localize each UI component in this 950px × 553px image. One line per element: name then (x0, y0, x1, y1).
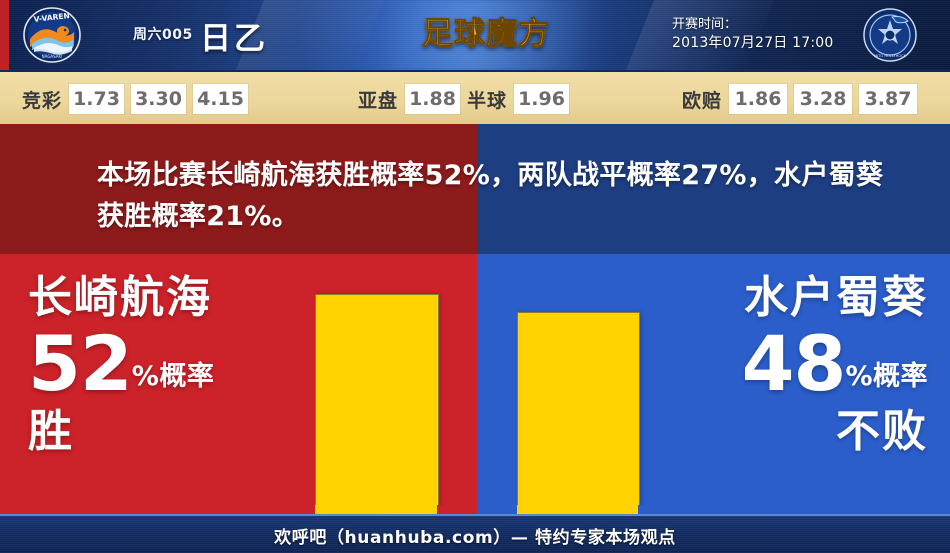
header-bar (0, 0, 950, 70)
footer-text: 欢呼吧（huanhuba.com）— 特约专家本场观点 (274, 528, 676, 548)
home-verdict: 胜 (28, 405, 74, 457)
brand-logo-text: 足球魔方 (422, 15, 550, 52)
odds-group-jingcai: 竞彩 1.73 3.30 4.15 (22, 72, 249, 126)
probability-bar-away (517, 312, 640, 507)
away-probability-row: 48 %概率 (672, 319, 928, 408)
odds-value-euro-home[interactable]: 1.86 (729, 84, 788, 114)
footer-bar: 欢呼吧（huanhuba.com）— 特约专家本场观点 (0, 514, 950, 553)
away-team-name: 水户蜀葵 (744, 272, 928, 323)
league-name: 日乙 (200, 21, 268, 57)
probability-bar-home (315, 294, 439, 507)
home-team-name: 长崎航海 (28, 272, 212, 323)
match-number: 周六005 (133, 27, 193, 43)
odds-value-jingcai-away[interactable]: 4.15 (193, 84, 249, 114)
svg-text:V-VAREN: V-VAREN (33, 11, 70, 24)
odds-label-asian: 亚盘 (358, 89, 399, 112)
away-verdict: 不败 (836, 405, 928, 457)
odds-label-jingcai: 竞彩 (22, 89, 63, 112)
odds-label-euro: 欧赔 (682, 89, 723, 112)
odds-bar: 竞彩 1.73 3.30 4.15 亚盘 1.88 半球 1.96 欧赔 1.8… (0, 70, 950, 126)
odds-value-euro-away[interactable]: 3.87 (859, 84, 918, 114)
kickoff-time: 2013年07月27日 17:00 (672, 35, 834, 51)
odds-value-jingcai-draw[interactable]: 3.30 (131, 84, 187, 114)
kickoff-info: 开赛时间： 2013年07月27日 17:00 (672, 15, 833, 53)
home-probability-row: 52 %概率 (28, 319, 278, 408)
home-probability-value: 52 (28, 319, 133, 408)
odds-group-asian: 亚盘 1.88 半球 1.96 (358, 72, 570, 126)
header-red-accent (0, 0, 9, 70)
away-probability-suffix: %概率 (845, 360, 928, 392)
away-stats-block: 水户蜀葵 48 %概率 不败 (672, 276, 928, 454)
odds-group-euro: 欧赔 1.86 3.28 3.87 (682, 72, 918, 126)
brand-logo: 足球魔方 (412, 10, 560, 58)
headline-band-right (477, 124, 950, 254)
kickoff-label: 开赛时间： (672, 17, 738, 32)
odds-value-jingcai-home[interactable]: 1.73 (69, 84, 125, 114)
odds-value-euro-draw[interactable]: 3.28 (794, 84, 853, 114)
headline-band-left (0, 124, 477, 254)
odds-value-asian-away[interactable]: 1.96 (514, 84, 570, 114)
away-probability-value: 48 (741, 319, 847, 408)
svg-text:NAGASAKI: NAGASAKI (42, 54, 63, 59)
odds-label-handicap: 半球 (467, 89, 508, 112)
away-team-crest-icon: MITO HOLLYHOCK (863, 8, 917, 62)
svg-text:MITO HOLLYHOCK: MITO HOLLYHOCK (874, 54, 907, 58)
headline-band (0, 124, 950, 254)
home-probability-suffix: %概率 (131, 360, 215, 392)
home-team-crest-icon: V-VAREN NAGASAKI (23, 7, 81, 63)
odds-value-asian-home[interactable]: 1.88 (405, 84, 461, 114)
headline-text: 本场比赛长崎航海获胜概率52%，两队战平概率27%，水户蜀葵获胜概率21%。 (97, 160, 884, 232)
home-stats-block: 长崎航海 52 %概率 胜 (28, 276, 278, 454)
color-strip (0, 505, 950, 514)
